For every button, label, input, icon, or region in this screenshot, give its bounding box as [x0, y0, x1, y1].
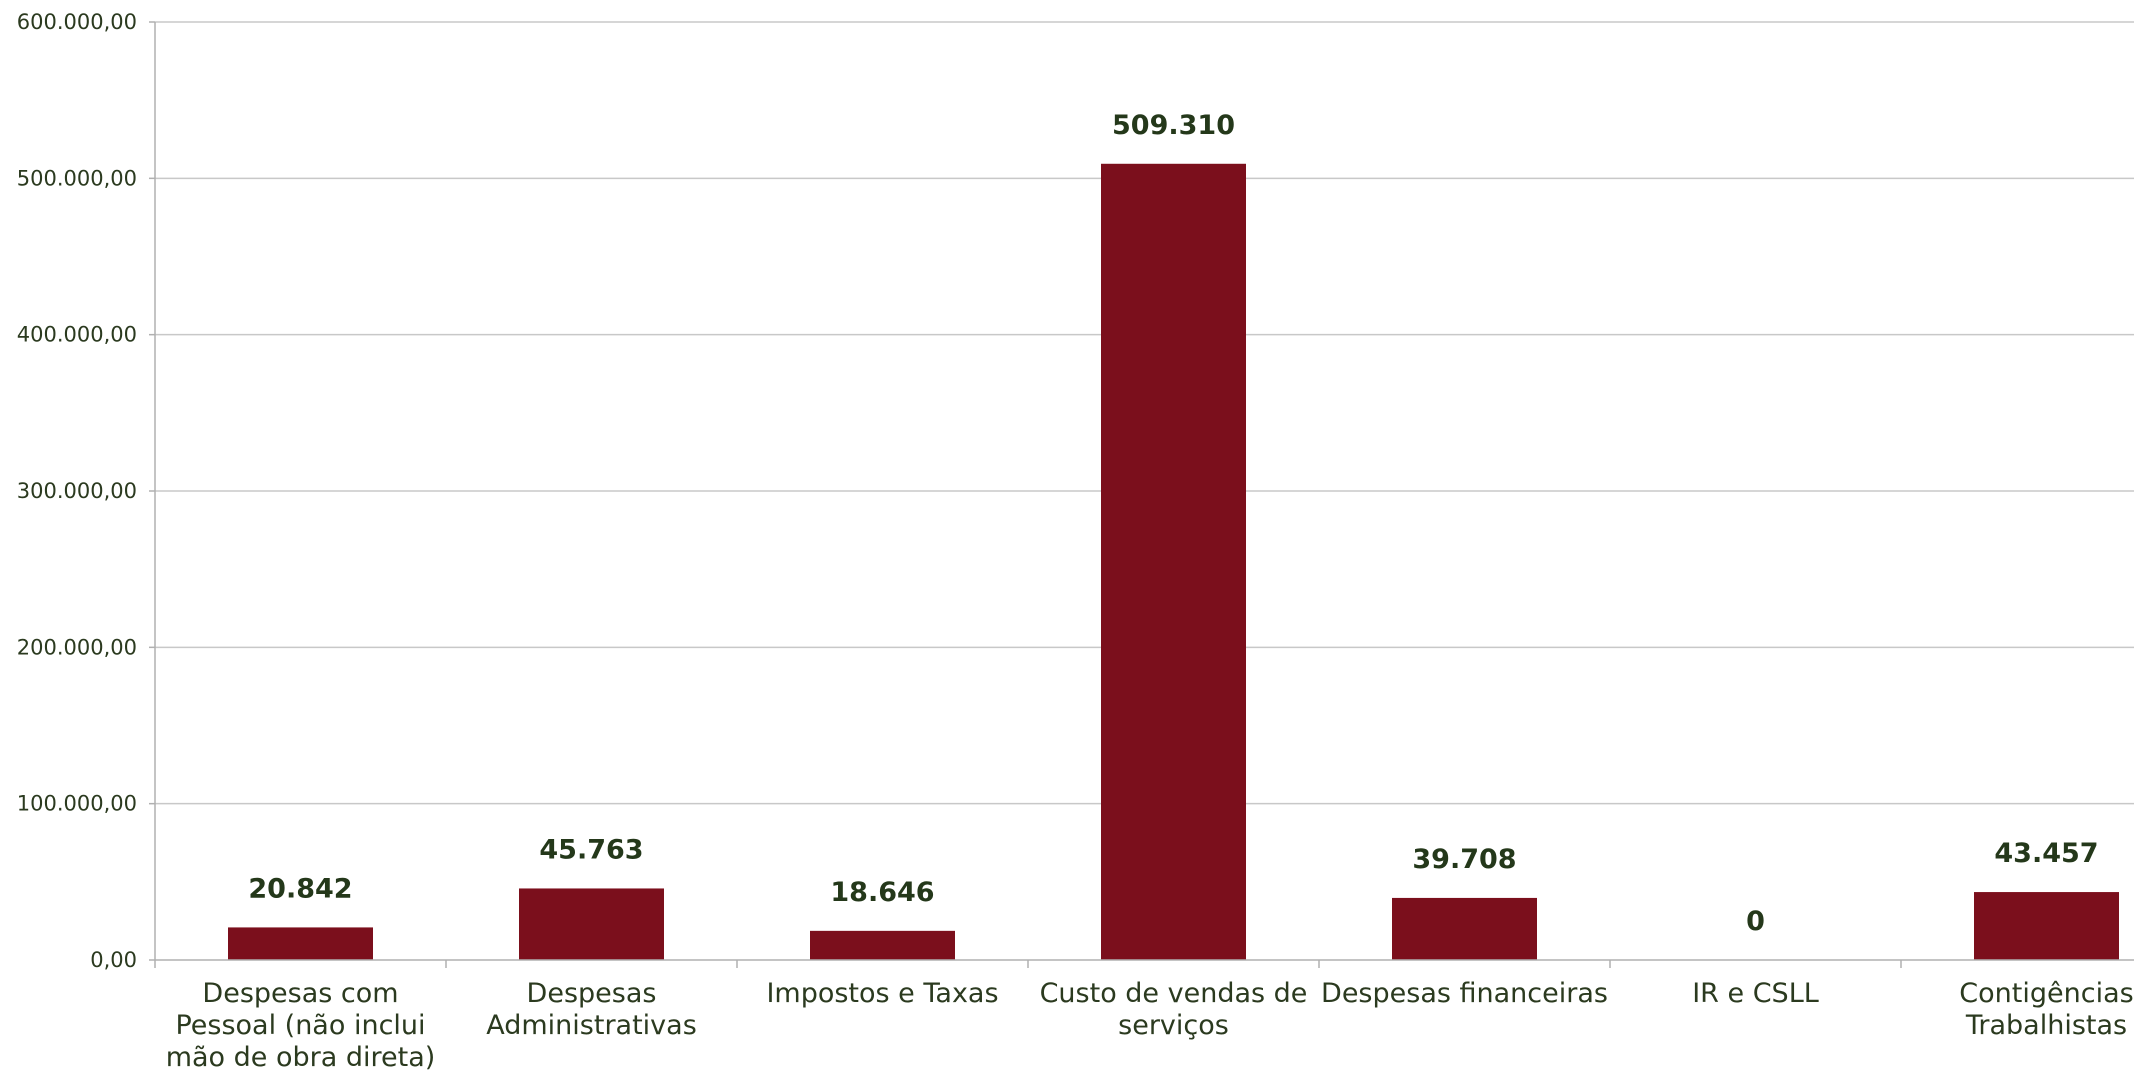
data-label: 0 [1746, 906, 1765, 937]
y-tick-label: 200.000,00 [17, 635, 137, 659]
y-tick-label: 300.000,00 [17, 479, 137, 503]
x-category-label: Despesas com [202, 978, 398, 1009]
x-category-label: Custo de vendas de [1040, 978, 1308, 1009]
x-category-label: Contigências [1959, 978, 2133, 1009]
data-label: 20.842 [248, 873, 352, 904]
x-category-label: Impostos e Taxas [766, 978, 998, 1009]
y-tick-label: 600.000,00 [17, 10, 137, 34]
axes [149, 21, 2134, 968]
x-category-label: IR e CSLL [1692, 978, 1819, 1009]
bar [1974, 892, 2119, 960]
data-label: 43.457 [1994, 838, 2098, 869]
data-label: 509.310 [1112, 110, 1235, 141]
bar [228, 927, 373, 960]
x-category-label: Despesas [527, 978, 657, 1009]
x-category-label: serviços [1118, 1010, 1229, 1041]
bar [1392, 897, 1537, 960]
data-label: 45.763 [539, 834, 643, 865]
bar [1101, 163, 1246, 961]
y-tick-label: 500.000,00 [17, 166, 137, 190]
x-category-label: Pessoal (não inclui [175, 1010, 425, 1041]
x-category-label: Administrativas [486, 1010, 697, 1041]
bar [519, 888, 664, 960]
x-category-label: mão de obra direta) [166, 1042, 436, 1072]
bar [810, 930, 955, 960]
y-tick-label: 0,00 [90, 948, 137, 972]
data-label: 39.708 [1412, 844, 1516, 875]
y-tick-label: 100.000,00 [17, 792, 137, 816]
x-category-label: Despesas financeiras [1321, 978, 1608, 1009]
bars [228, 163, 2119, 961]
y-tick-label: 400.000,00 [17, 323, 137, 347]
labels: 0,00 100.000,00 200.000,00 300.000,00 400.00… [17, 10, 2134, 1072]
data-label: 18.646 [830, 877, 934, 908]
x-category-label: Trabalhistas [1965, 1010, 2127, 1041]
